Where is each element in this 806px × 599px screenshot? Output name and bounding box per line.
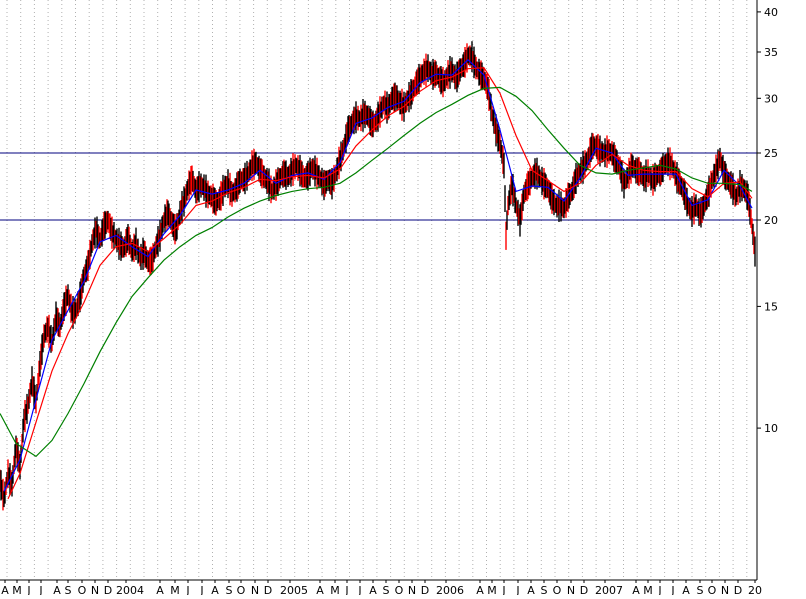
x-tick-label: J: [26, 584, 30, 595]
x-tick-label: D: [734, 584, 742, 595]
y-tick-label: 20: [764, 214, 778, 227]
x-tick-label: S: [697, 584, 704, 595]
x-tick-label: N: [91, 584, 99, 595]
y-tick-label: 10: [764, 422, 778, 435]
x-tick-label: J: [657, 584, 661, 595]
x-tick-label: 2007: [595, 584, 623, 595]
x-tick-label: S: [226, 584, 233, 595]
x-tick-label: J: [501, 584, 505, 595]
y-tick-label: 35: [764, 46, 778, 59]
x-tick-label: O: [237, 584, 246, 595]
x-tick-label: D: [580, 584, 588, 595]
x-tick-label: M: [487, 584, 497, 595]
x-tick-label: N: [408, 584, 416, 595]
ma-long-line: [0, 86, 753, 458]
x-tick-label: S: [383, 584, 390, 595]
x-tick-label: D: [421, 584, 429, 595]
x-tick-label: S: [541, 584, 548, 595]
x-tick-label: A: [211, 584, 219, 595]
x-tick-label: A: [316, 584, 324, 595]
x-tick-label: J: [344, 584, 348, 595]
x-tick-label: O: [78, 584, 87, 595]
x-tick-label: 20: [748, 584, 762, 595]
x-tick-label: A: [682, 584, 690, 595]
x-tick-label: M: [170, 584, 180, 595]
x-tick-label: J: [38, 584, 42, 595]
x-tick-label: N: [721, 584, 729, 595]
x-tick-label: A: [632, 584, 640, 595]
x-tick-label: A: [527, 584, 535, 595]
x-tick-label: 2006: [436, 584, 464, 595]
x-tick-label: D: [264, 584, 272, 595]
x-tick-label: A: [1, 584, 9, 595]
x-tick-label: A: [476, 584, 484, 595]
x-tick-label: A: [369, 584, 377, 595]
vertical-grid: [6, 0, 748, 580]
x-tick-label: M: [643, 584, 653, 595]
x-tick-label: O: [553, 584, 562, 595]
y-tick-label: 40: [764, 6, 778, 19]
x-axis: A M J J A S O N D 2004 A M J J A S O N D 2005 A M J J A S O N D 2006 A…: [1, 580, 762, 597]
x-tick-label: A: [53, 584, 61, 595]
x-tick-label: J: [670, 584, 674, 595]
x-tick-label: O: [395, 584, 404, 595]
y-tick-label: 30: [764, 92, 778, 105]
x-tick-label: N: [251, 584, 259, 595]
x-tick-label: J: [199, 584, 203, 595]
y-tick-label: 15: [764, 300, 778, 313]
x-tick-label: D: [104, 584, 112, 595]
x-tick-label: J: [185, 584, 189, 595]
x-tick-label: O: [708, 584, 717, 595]
ma-short-line: [3, 58, 753, 492]
x-tick-label: M: [12, 584, 22, 595]
ma-mid-line: [7, 67, 753, 500]
x-tick-label: 2005: [280, 584, 308, 595]
x-tick-label: J: [357, 584, 361, 595]
x-tick-label: 2004: [116, 584, 144, 595]
moving-averages: [0, 58, 753, 500]
x-tick-label: A: [156, 584, 164, 595]
y-axis: 40 35 30 25 20 15 10: [757, 6, 778, 435]
y-tick-label: 25: [764, 147, 778, 160]
x-tick-label: N: [567, 584, 575, 595]
x-tick-label: S: [65, 584, 72, 595]
x-tick-label: M: [330, 584, 340, 595]
x-tick-label: J: [515, 584, 519, 595]
